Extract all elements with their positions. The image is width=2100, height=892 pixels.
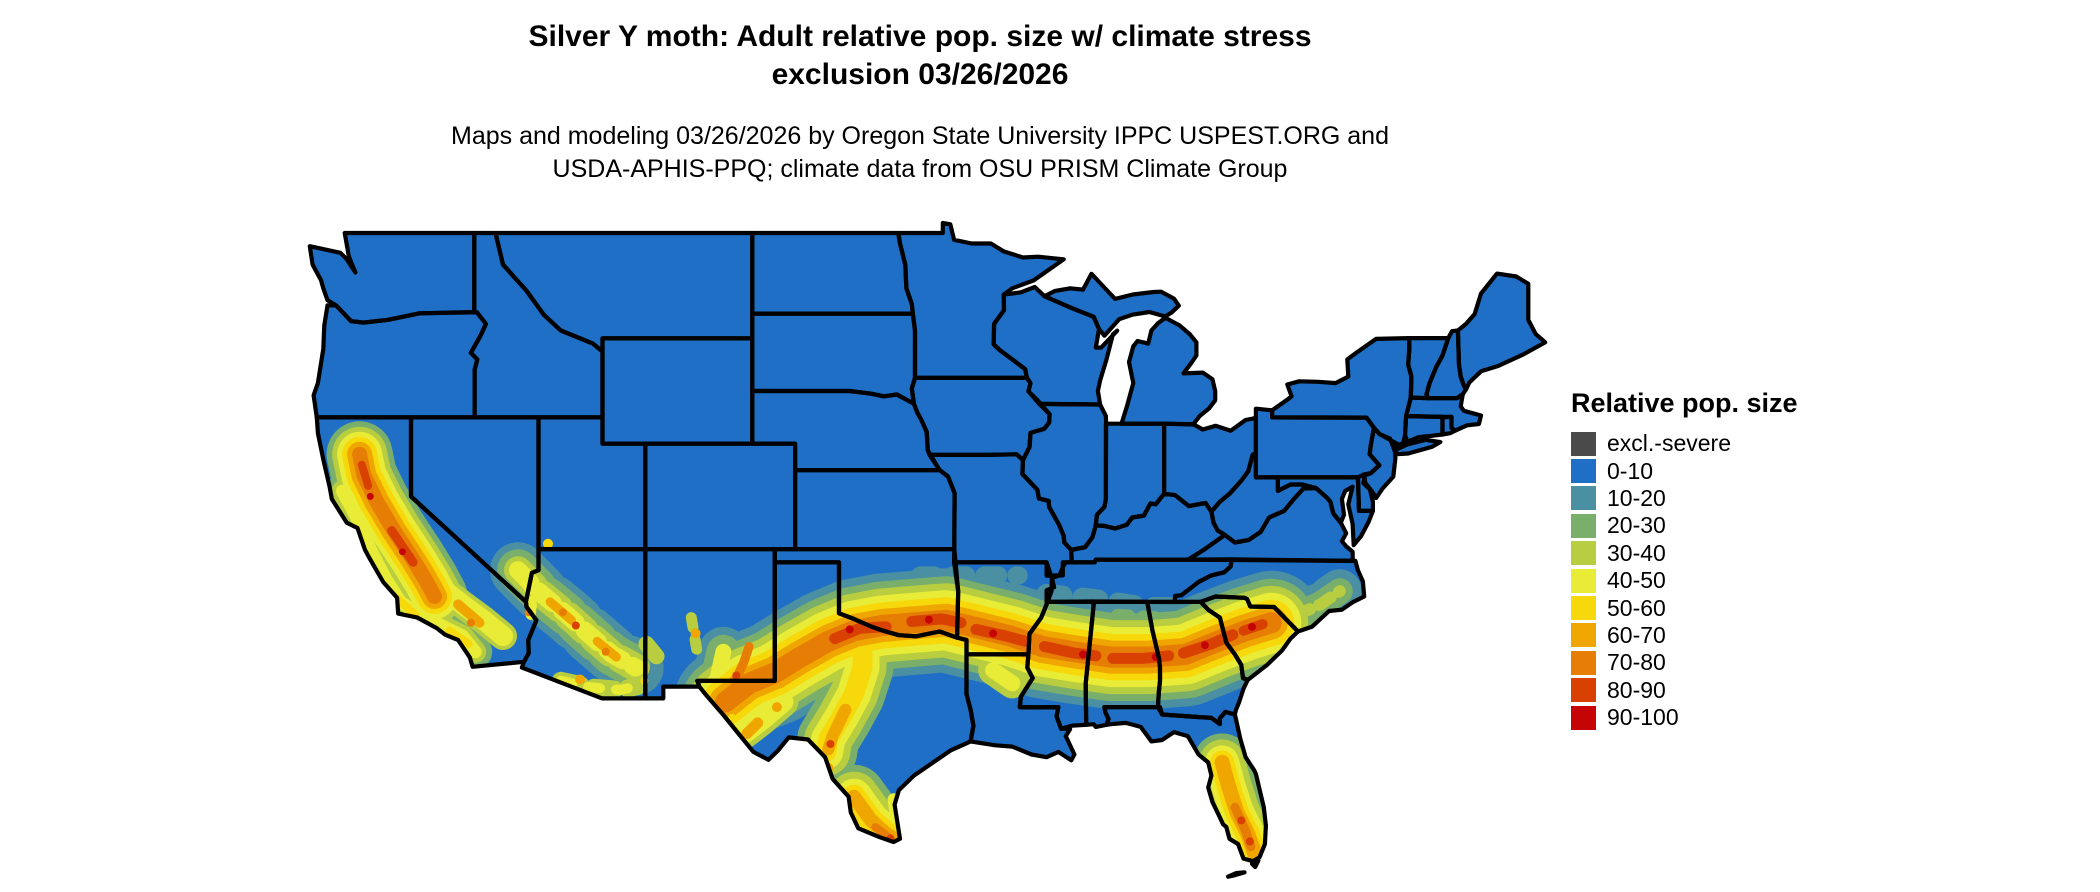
legend-item: 0-10	[1571, 457, 1798, 484]
legend-label: 90-100	[1607, 704, 1679, 731]
legend-label: 80-90	[1607, 676, 1666, 703]
map-title-line2: exclusion 03/26/2026	[771, 58, 1069, 91]
legend-swatch	[1571, 568, 1596, 593]
legend-swatch	[1571, 541, 1596, 566]
risk-spot-70-80	[558, 608, 567, 617]
legend-label: 0-10	[1607, 457, 1654, 484]
risk-spot-90-100	[924, 615, 933, 624]
legend-label: 70-80	[1607, 649, 1666, 676]
risk-band-50-60	[394, 595, 420, 619]
legend-swatch	[1571, 705, 1596, 730]
legend-swatch	[1571, 513, 1596, 538]
risk-band-30-40	[685, 612, 703, 655]
risk-spot-60-70	[575, 674, 586, 685]
legend-item: 20-30	[1571, 512, 1798, 539]
legend-label: 30-40	[1607, 539, 1666, 566]
legend-label: 20-30	[1607, 512, 1666, 539]
legend-item: excl.-severe	[1571, 430, 1798, 457]
risk-spot-90-100	[845, 625, 854, 634]
legend-label: 60-70	[1607, 621, 1666, 648]
legend-item: 80-90	[1571, 677, 1798, 704]
risk-band-20-30	[1111, 608, 1166, 624]
legend-items: excl.-severe 0-10 10-20 20-30 30-40 40-50 50-6…	[1571, 430, 1798, 731]
risk-overlay	[325, 421, 1362, 877]
risk-band-30-40	[638, 635, 670, 671]
legend-swatch	[1571, 459, 1596, 484]
risk-spot-70-80	[601, 647, 610, 656]
risk-band-50-60	[445, 626, 473, 648]
legend-label: 50-60	[1607, 594, 1666, 621]
risk-band-30-40	[1291, 585, 1346, 621]
risk-spot-50-60	[728, 713, 736, 722]
map-attribution-line1: Maps and modeling 03/26/2026 by Oregon S…	[451, 122, 1389, 150]
legend-label: excl.-severe	[1607, 430, 1731, 457]
legend-title: Relative pop. size	[1571, 388, 1798, 418]
risk-spot-90-100	[398, 548, 406, 556]
risk-spot-90-100	[989, 629, 998, 638]
map-title-line1: Silver Y moth: Adult relative pop. size …	[528, 20, 1312, 53]
legend-item: 90-100	[1571, 704, 1798, 731]
risk-spot-80-90	[1237, 816, 1246, 825]
risk-spot-90-100	[1200, 641, 1209, 650]
legend-swatch	[1571, 431, 1596, 456]
legend-swatch	[1571, 650, 1596, 675]
map-attribution: Maps and modeling 03/26/2026 by Oregon S…	[0, 120, 1840, 186]
risk-band-40-50	[709, 643, 732, 689]
risk-spot-90-100	[1079, 650, 1087, 659]
risk-spot-80-90	[732, 671, 741, 680]
legend-label: 40-50	[1607, 567, 1666, 594]
risk-spot-90-100	[366, 492, 374, 500]
risk-spot-60-70	[771, 702, 782, 713]
risk-spot-80-90	[826, 740, 835, 748]
legend-swatch	[1571, 678, 1596, 703]
map-title: Silver Y moth: Adult relative pop. size …	[0, 18, 1840, 94]
risk-band-60-70	[453, 599, 485, 628]
risk-spot-80-90	[1245, 837, 1254, 846]
legend-item: 30-40	[1571, 540, 1798, 567]
risk-band-40-50	[555, 675, 643, 695]
legend-item: 40-50	[1571, 567, 1798, 594]
map-attribution-line2: USDA-APHIS-PPQ; climate data from OSU PR…	[552, 155, 1288, 183]
risk-band-80-90	[906, 613, 967, 629]
legend-label: 10-20	[1607, 484, 1666, 511]
risk-spot-70-80	[466, 618, 475, 627]
legend-swatch	[1571, 486, 1596, 511]
legend-item: 10-20	[1571, 485, 1798, 512]
risk-band-80-90	[970, 623, 1031, 647]
risk-band-60-70	[741, 717, 764, 739]
legend-item: 60-70	[1571, 622, 1798, 649]
legend-item: 50-60	[1571, 594, 1798, 621]
risk-band-80-90	[357, 460, 373, 490]
risk-band-70-80	[871, 823, 893, 841]
risk-band-40-50	[985, 662, 1021, 692]
risk-band-80-90	[387, 526, 418, 567]
legend-swatch	[1571, 623, 1596, 648]
risk-spot-90-100	[1248, 622, 1256, 631]
risk-spot-50-60	[543, 538, 553, 549]
state-borders	[307, 220, 1548, 879]
legend-item: 70-80	[1571, 649, 1798, 676]
risk-spot-80-90	[571, 621, 580, 630]
legend-swatch	[1571, 596, 1596, 621]
legend: Relative pop. size excl.-severe 0-10 10-20…	[1571, 388, 1798, 731]
risk-spot-60-70	[690, 628, 701, 639]
